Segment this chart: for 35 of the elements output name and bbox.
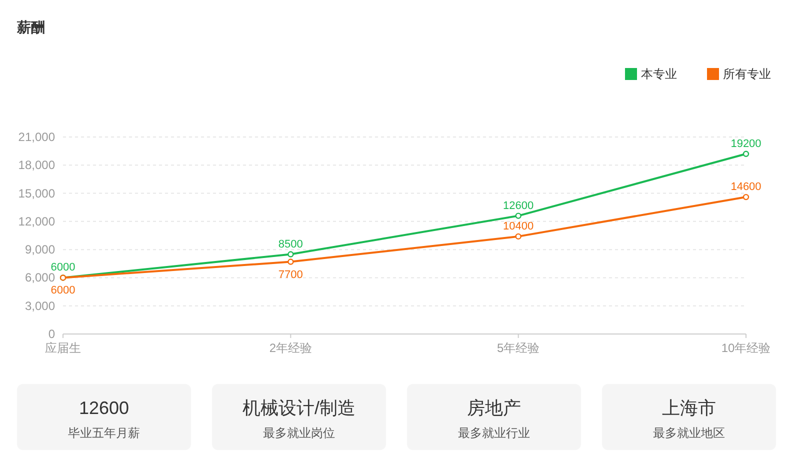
text: 毕业五年月薪 [68, 426, 140, 440]
text: 12600 [78, 398, 130, 418]
legend-label: 本专业 [641, 67, 677, 81]
text: 房地产 [467, 398, 521, 418]
data-label: 14600 [730, 181, 762, 194]
y-tick-label: 18,000 [18, 158, 56, 172]
data-label: 19200 [730, 138, 762, 150]
point [288, 251, 294, 258]
text: 机械设计/制造 [242, 398, 356, 418]
data-label: 10400 [503, 220, 534, 232]
y-tick-label: 12,000 [18, 214, 56, 228]
data-label: 12600 [503, 200, 534, 212]
data-label: 6000 [50, 284, 76, 297]
y-tick-label: 15,000 [18, 186, 56, 200]
y-tick-label: 0 [48, 327, 56, 341]
data-label: 7700 [278, 268, 303, 281]
legend-label: 所有专业 [723, 67, 771, 81]
y-tick-label: 9,000 [24, 242, 56, 257]
text: 最多就业行业 [458, 426, 530, 440]
x-tick-label: 应届生 [45, 341, 81, 355]
data-label: 8500 [278, 238, 303, 250]
x-tick-label: 5年经验 [496, 341, 540, 355]
text: 最多就业地区 [653, 426, 725, 440]
y-tick-label: 21,000 [18, 130, 56, 144]
point [742, 194, 750, 200]
point [742, 150, 750, 157]
text: 最多就业岗位 [263, 426, 335, 440]
chart-title: 薪酬 [16, 19, 45, 35]
point [288, 258, 294, 265]
x-tick-label: 10年经验 [721, 341, 771, 355]
point [515, 212, 522, 219]
x-tick-label: 2年经验 [269, 341, 312, 355]
y-tick-label: 3,000 [24, 298, 56, 313]
point [515, 233, 522, 240]
text: 上海市 [662, 398, 716, 418]
